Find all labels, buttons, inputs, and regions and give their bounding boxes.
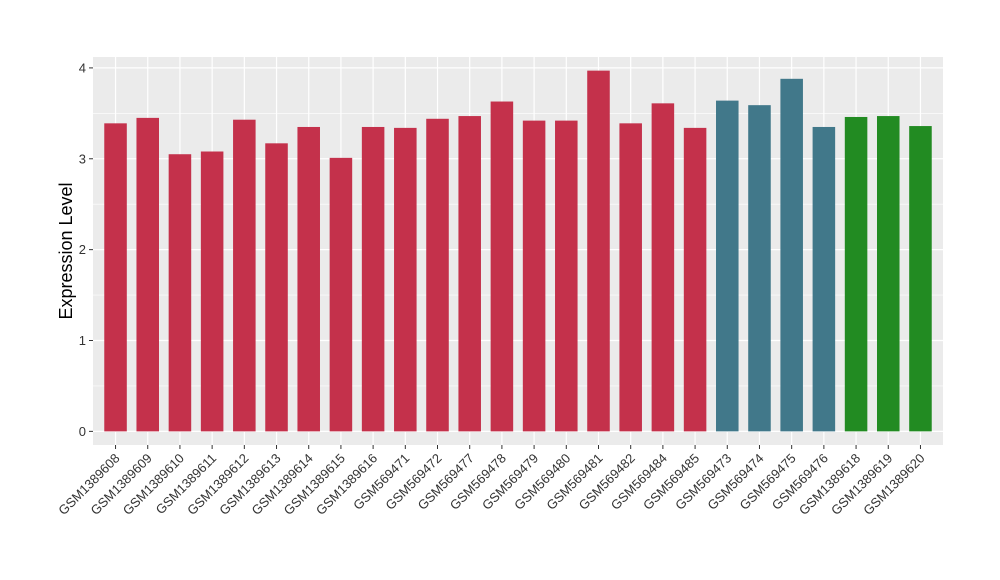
bar [555,120,578,432]
bar [651,103,675,432]
y-tick-label: 0 [79,424,86,439]
bar [812,126,836,432]
x-axis: GSM1389608GSM1389609GSM1389610GSM1389611… [55,445,928,518]
bar [361,126,385,432]
bar [683,127,707,432]
y-tick-label: 2 [79,242,86,257]
bar [168,154,192,432]
bar [876,116,900,432]
bar [909,126,932,432]
bar [780,78,803,432]
y-tick-label: 3 [79,151,86,166]
y-axis: 0 1 2 3 4 [79,60,93,439]
bar [426,118,449,432]
bar [619,123,642,432]
bar [200,151,224,432]
y-tick-label: 1 [79,333,86,348]
y-tick-label: 4 [79,60,86,75]
bar [233,119,256,432]
bar [587,70,610,432]
bar [136,117,160,432]
bar [490,101,514,432]
bar [716,100,739,432]
bars [104,70,932,432]
bar [104,123,127,432]
bar [297,126,320,432]
bar [394,127,417,432]
bar [844,116,868,432]
bar [265,143,288,432]
bar [329,157,353,432]
bar [748,105,771,432]
bar [522,120,546,432]
bar [458,116,481,432]
y-axis-title: Expression Level [56,182,76,319]
